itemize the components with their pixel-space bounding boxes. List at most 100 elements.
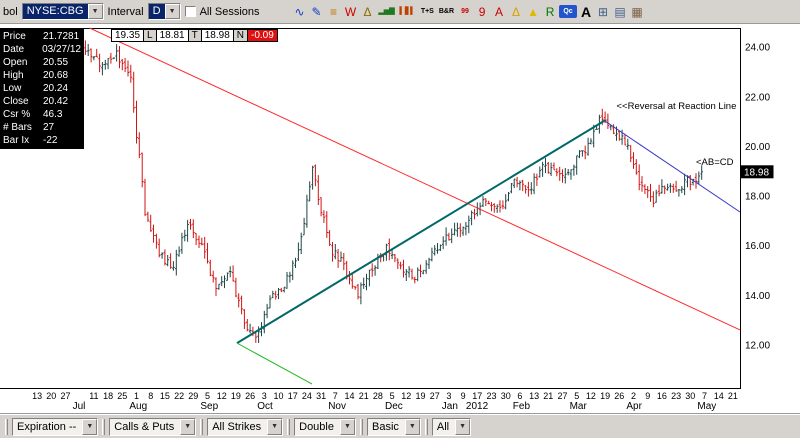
ohlc-bars [58,40,703,343]
bid-ask-button[interactable]: B&R [438,8,455,15]
chart-annotation[interactable]: <<Reversal at Reaction Line [617,101,737,112]
time-axis: 13 20 27 11 18 25 1 8 15 22 29 5 12 19 26 3 10 17 24 31 7 14 2… [32,391,738,412]
basic-select[interactable]: Basic ▼ [366,417,421,436]
zigzag-draw-icon[interactable]: ✎ [311,4,322,19]
alert-triangle-icon[interactable]: Δ [512,4,521,19]
trendlines-layer [89,27,741,385]
time-axis-month-label: Mar [570,401,588,412]
expiration-select-value: Expiration -- [17,420,77,433]
strikes-select[interactable]: All Strikes ▼ [207,417,284,436]
time-axis-month-label: Feb [513,401,531,412]
panel-value: 27 [43,122,55,133]
all-sessions-checkbox[interactable] [184,6,196,17]
time-axis-label: 28 [373,391,383,401]
panel-value: 03/27/12 [42,44,81,55]
chart-values-panel: Price 21.7281 Date 03/27/12 Open 20.55 High 20.… [0,29,84,149]
panel-row: Price 21.7281 [3,30,81,43]
interval-dropdown-arrow[interactable]: ▼ [164,4,180,19]
w-pattern-icon[interactable]: W [344,4,357,19]
time-sales-button[interactable]: T+S [420,8,434,15]
price-axis: 24.00 22.00 20.00 18.00 16.00 14.00 12.00 [745,43,770,352]
quote-strip: 19.35 L 18.81 T 18.98 N -0.09 [111,29,278,42]
last-price-tag: 18.98 [740,165,774,179]
strikes-select-value: All Strikes [212,420,262,433]
panel-label: Date [3,44,25,55]
calls-puts-select-dropdown-arrow[interactable]: ▼ [180,418,196,435]
time-axis-label: 3 [446,391,451,401]
triangle-pattern-icon[interactable]: Δ [363,4,372,19]
down-bars [67,40,698,343]
panel-label: Bar Ix [3,135,30,146]
double-select[interactable]: Double ▼ [294,417,356,436]
price-chart-canvas[interactable]: <<Reversal at Reaction Line <AB=CD 24.0022… [0,24,800,414]
symbol-dropdown-arrow[interactable]: ▼ [87,4,103,19]
time-axis-month-label: Nov [328,401,346,412]
time-axis-month-label: Oct [257,401,273,412]
top-toolbar: bol NYSE:CBG ▼ Interval D ▼ All Sessions… [0,0,800,24]
zoom-letter-icon[interactable]: A [495,4,504,19]
all-select[interactable]: All ▼ [431,417,472,436]
quote-value: 18.81 [155,29,189,42]
panel-value: 20.55 [43,57,69,68]
primary-uptrend-line[interactable] [236,119,607,344]
quote-single-icon[interactable]: 9 [478,4,486,19]
toolbar-grip [424,418,428,435]
expiration-select[interactable]: Expiration -- ▼ [12,417,99,436]
basic-select-dropdown-arrow[interactable]: ▼ [404,418,420,435]
time-axis-label: 19 [415,391,425,401]
reaction-decline-line[interactable] [605,121,741,213]
time-axis-label: 23 [671,391,681,401]
calls-puts-select[interactable]: Calls & Puts ▼ [109,417,197,436]
up-bars [58,41,703,343]
expiration-select-dropdown-arrow[interactable]: ▼ [82,418,98,435]
time-axis-label: 18 [103,391,113,401]
panel-value: 20.68 [43,70,69,81]
quote-board-icon[interactable]: 99 [461,8,469,15]
time-axis-label: 21 [543,391,553,401]
text-tool-icon[interactable]: A [580,3,592,20]
zigzag-tool-icon[interactable]: ∿ [294,4,305,19]
time-axis-label: 12 [586,391,596,401]
double-select-dropdown-arrow[interactable]: ▼ [339,418,355,435]
price-bars-icon[interactable]: ▍▋▍ [399,8,416,15]
save-icon[interactable]: ▤ [614,4,626,19]
all-select-value: All [436,420,450,433]
save-image-icon[interactable]: ▦ [631,4,643,19]
study-lines-icon[interactable]: ≡ [329,4,337,19]
interval-combobox[interactable]: D ▼ [147,3,181,20]
chart-annotation[interactable]: <AB=CD [696,157,734,168]
price-axis-label: 18.00 [745,192,770,203]
last-price-tag-label: 18.98 [744,167,769,178]
time-axis-label: 13 [529,391,539,401]
time-axis-label: 19 [600,391,610,401]
alert-small-icon[interactable]: ▲ [527,4,539,19]
resistance-downtrend-line[interactable] [89,27,741,331]
time-axis-label: 9 [645,391,650,401]
symbol-combobox[interactable]: NYSE:CBG ▼ [21,3,104,20]
interval-label: Interval [107,5,144,18]
quote-value: 19.35 [111,29,145,42]
double-select-value: Double [299,420,334,433]
time-axis-label: 17 [288,391,298,401]
all-select-dropdown-arrow[interactable]: ▼ [455,418,471,435]
panel-value: 21.7281 [43,31,80,42]
time-axis-label: 6 [517,391,522,401]
quote-value: 18.98 [200,29,234,42]
time-axis-label: 13 [32,391,42,401]
strikes-select-dropdown-arrow[interactable]: ▼ [267,418,283,435]
time-axis-label: 26 [245,391,255,401]
volume-bars-icon[interactable]: ▂▅▇ [378,8,395,15]
quote-abc-icon[interactable]: Qc [559,5,578,18]
time-axis-label: 17 [472,391,482,401]
toolbar-icon-strip: ∿ ✎ ≡ W Δ ▂▅▇ ▍▋▍ T+S B&R 99 9 A Δ ▲ R Qc A ⊞ ▤ ▦ [292,3,646,21]
time-axis-label: 20 [46,391,56,401]
time-axis-label: 19 [231,391,241,401]
time-axis-label: 9 [461,391,466,401]
replay-icon[interactable]: R [545,4,555,19]
interval-value: D [148,4,165,19]
price-axis-label: 14.00 [745,291,770,302]
time-axis-label: 8 [148,391,153,401]
time-axis-label: 30 [501,391,511,401]
grid-icon[interactable]: ⊞ [598,4,609,19]
fan-line-green[interactable] [236,342,313,385]
